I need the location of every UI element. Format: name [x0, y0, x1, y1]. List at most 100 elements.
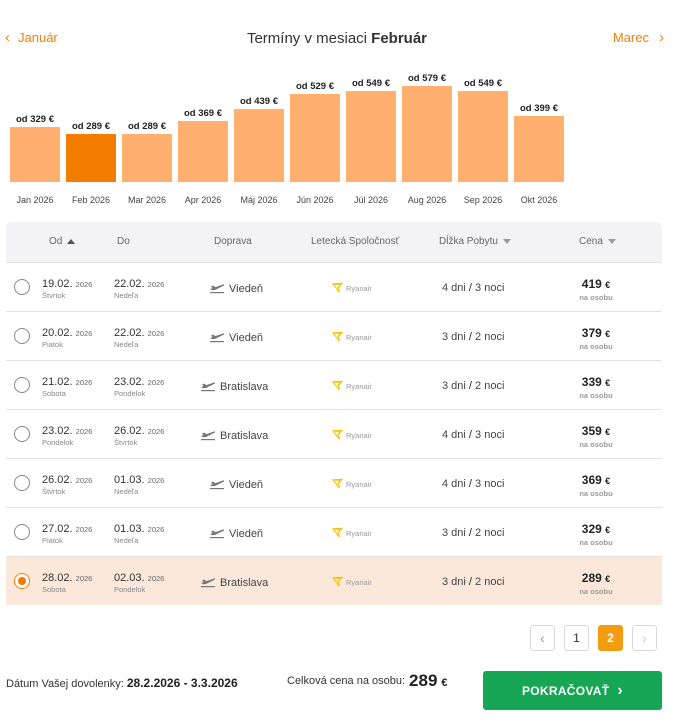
stay-duration: 4 dni / 3 noci	[442, 478, 505, 490]
table-row[interactable]: 21.02. 2026 Sobota 23.02. 2026 Pondelok Brat…	[6, 360, 662, 409]
from-weekday: Sobota	[42, 389, 66, 398]
previous-month-link[interactable]: ‹ Január	[5, 30, 58, 45]
row-select-radio[interactable]	[14, 475, 30, 491]
chevron-left-icon: ‹	[540, 630, 545, 646]
pagination: ‹ 1 2 ›	[530, 625, 657, 651]
total-price-label: Celková cena na osobu:	[287, 675, 406, 687]
chart-bar-price-label: od 549 €	[463, 78, 503, 89]
continue-button-label: POKRAČOVAŤ	[521, 683, 610, 698]
from-date-value: 19.02.	[42, 278, 73, 290]
chart-month-label: Apr 2026	[184, 195, 222, 205]
row-select-radio[interactable]	[14, 426, 30, 442]
chart-bar[interactable]	[346, 91, 396, 182]
from-date: 20.02. 2026 Piatok	[42, 327, 92, 349]
next-month-link[interactable]: Marec ›	[613, 30, 664, 45]
transport-cell: Bratislava	[200, 574, 268, 591]
chart-bar-group[interactable]: od 289 € Feb 2026	[66, 60, 116, 205]
chart-bar[interactable]	[514, 116, 564, 182]
table-row[interactable]: 19.02. 2026 Štvrtok 22.02. 2026 Nedeľa Viede…	[6, 262, 662, 311]
chart-bar[interactable]	[458, 91, 508, 182]
chart-bar[interactable]	[178, 121, 228, 182]
to-date: 02.03. 2026 Pondelok	[114, 572, 164, 594]
chart-bar-group[interactable]: od 549 € Sep 2026	[458, 60, 508, 205]
row-select-radio[interactable]	[14, 328, 30, 344]
column-header-from[interactable]: Od	[49, 236, 76, 247]
price-currency: €	[605, 525, 611, 535]
plane-departure-icon	[209, 329, 225, 346]
column-header-price[interactable]: Cena	[579, 236, 616, 247]
price-cell: 339 € na osobu	[566, 375, 626, 400]
departure-airport: Viedeň	[229, 282, 264, 295]
price-per-person: na osobu	[579, 538, 613, 547]
to-date-value: 02.03.	[114, 572, 145, 584]
previous-page-button[interactable]: ‹	[530, 625, 555, 651]
row-select-radio[interactable]	[14, 573, 30, 589]
holiday-dates-summary: Dátum Vašej dovolenky: 28.2.2026 - 3.3.2…	[6, 676, 238, 690]
stay-duration: 3 dni / 2 noci	[442, 527, 505, 539]
table-row[interactable]: 27.02. 2026 Piatok 01.03. 2026 Nedeľa Viedeň…	[6, 507, 662, 556]
to-weekday: Nedeľa	[114, 291, 139, 300]
from-year: 2026	[75, 525, 93, 534]
total-price-summary: Celková cena na osobu: 289 €	[287, 671, 448, 691]
from-date-value: 28.02.	[42, 572, 73, 584]
chart-bar-group[interactable]: od 549 € Júl 2026	[346, 60, 396, 205]
to-date: 23.02. 2026 Pondelok	[114, 376, 164, 398]
to-weekday: Nedeľa	[114, 487, 139, 496]
chart-bar[interactable]	[122, 134, 172, 182]
next-month-label: Marec	[612, 30, 649, 45]
chart-bar-price-label: od 549 €	[351, 78, 391, 89]
sort-desc-icon	[607, 239, 616, 244]
chart-bar-group[interactable]: od 439 € Máj 2026	[234, 60, 284, 205]
continue-button[interactable]: POKRAČOVAŤ ›	[483, 671, 662, 710]
airline-cell: Ryanair	[331, 380, 372, 393]
row-select-radio[interactable]	[14, 524, 30, 540]
stay-duration: 4 dni / 3 noci	[442, 282, 505, 294]
chart-bar-group[interactable]: od 329 € Jan 2026	[10, 60, 60, 205]
sort-desc-icon	[502, 239, 511, 244]
chart-bar[interactable]	[66, 134, 116, 182]
from-date-value: 21.02.	[42, 376, 73, 388]
chart-bar-group[interactable]: od 529 € Jún 2026	[290, 60, 340, 205]
chart-month-label: Aug 2026	[407, 195, 447, 205]
price-currency: €	[605, 574, 611, 584]
page-1-button[interactable]: 1	[564, 625, 589, 651]
to-year: 2026	[147, 427, 165, 436]
transport-cell: Viedeň	[209, 476, 263, 493]
chart-bar[interactable]	[234, 109, 284, 182]
airline-name: Ryanair	[346, 480, 372, 489]
table-row[interactable]: 20.02. 2026 Piatok 22.02. 2026 Nedeľa Viedeň…	[6, 311, 662, 360]
chart-bar-group[interactable]: od 579 € Aug 2026	[402, 60, 452, 205]
chevron-right-icon: ›	[617, 681, 624, 699]
column-header-transport: Doprava	[214, 236, 252, 247]
column-header-duration[interactable]: Dĺžka Pobytu	[439, 236, 511, 247]
row-select-radio[interactable]	[14, 279, 30, 295]
to-date-value: 26.02.	[114, 425, 145, 437]
price-cell: 379 € na osobu	[566, 326, 626, 351]
to-weekday: Štvrtok	[114, 438, 138, 447]
to-date-value: 01.03.	[114, 523, 145, 535]
from-weekday: Piatok	[42, 536, 63, 545]
stay-nights: 3 noci	[475, 429, 505, 441]
from-date: 28.02. 2026 Sobota	[42, 572, 92, 594]
from-year: 2026	[75, 280, 93, 289]
ryanair-harp-icon	[331, 331, 344, 344]
airline-cell: Ryanair	[331, 478, 372, 491]
chart-bar-group[interactable]: od 399 € Okt 2026	[514, 60, 564, 205]
price-currency: €	[605, 476, 611, 486]
chart-bar-group[interactable]: od 369 € Apr 2026	[178, 60, 228, 205]
price-value: 379	[581, 326, 602, 340]
stay-duration: 3 dni / 2 noci	[442, 380, 505, 392]
chart-bar[interactable]	[10, 127, 60, 182]
row-select-radio[interactable]	[14, 377, 30, 393]
from-date: 21.02. 2026 Sobota	[42, 376, 92, 398]
month-title: Termíny v mesiaci Február	[0, 30, 674, 47]
chart-bar[interactable]	[290, 94, 340, 182]
chart-bar-group[interactable]: od 289 € Mar 2026	[122, 60, 172, 205]
departure-airport: Viedeň	[229, 527, 264, 540]
table-row[interactable]: 28.02. 2026 Sobota 02.03. 2026 Pondelok Brat…	[6, 556, 662, 605]
next-page-button[interactable]: ›	[632, 625, 657, 651]
chart-bar[interactable]	[402, 86, 452, 182]
page-2-button[interactable]: 2	[598, 625, 623, 651]
table-row[interactable]: 23.02. 2026 Pondelok 26.02. 2026 Štvrtok Bra…	[6, 409, 662, 458]
table-row[interactable]: 26.02. 2026 Štvrtok 01.03. 2026 Nedeľa Viede…	[6, 458, 662, 507]
